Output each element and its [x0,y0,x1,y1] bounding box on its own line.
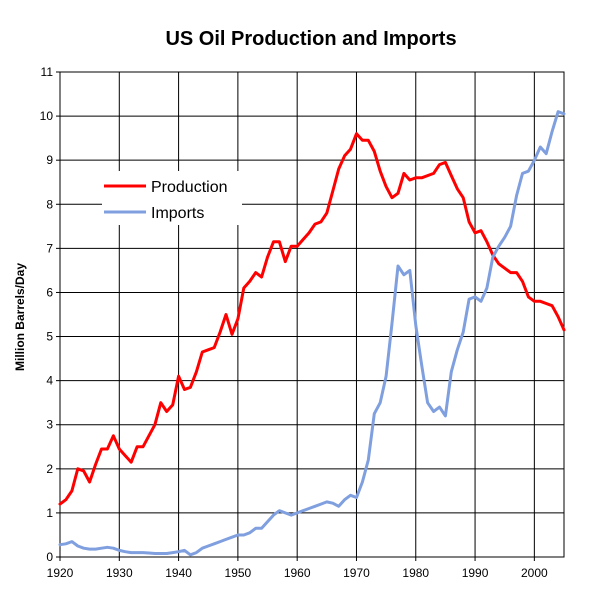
y-tick-label: 10 [40,109,54,123]
legend-label-production: Production [151,179,228,196]
y-tick-label: 7 [46,241,53,255]
x-tick-label: 1940 [165,566,192,580]
x-tick-label: 1920 [47,566,74,580]
series-line-production [58,132,566,506]
x-axis-ticks: 1920 1930 1940 1950 1960 1970 1980 1990 2000 [47,557,548,580]
plot-frame [59,71,565,558]
y-tick-label: 2 [46,462,53,476]
y-axis-ticks: 0 1 2 3 4 5 6 7 8 9 10 11 [40,65,60,564]
x-tick-label: 1980 [402,566,429,580]
y-tick-label: 1 [46,506,53,520]
grid-lines [59,71,564,558]
series-lines [58,110,566,557]
y-tick-label: 11 [41,65,54,79]
series-line-imports [58,110,566,557]
x-tick-label: 1970 [343,566,370,580]
legend: Production Imports [102,171,242,225]
x-tick-label: 1930 [106,566,133,580]
y-tick-label: 0 [46,550,53,564]
x-tick-label: 1990 [462,566,489,580]
x-tick-label: 1960 [284,566,311,580]
y-tick-label: 9 [46,153,53,167]
x-tick-label: 2000 [521,566,548,580]
legend-box [102,171,242,225]
y-tick-label: 8 [46,197,53,211]
legend-label-imports: Imports [151,205,204,222]
y-tick-label: 5 [46,330,53,344]
chart-title: US Oil Production and Imports [165,28,456,50]
x-tick-label: 1950 [225,566,252,580]
y-tick-label: 6 [46,285,53,299]
y-tick-label: 3 [46,418,53,432]
y-tick-label: 4 [46,374,53,388]
y-axis-label: Million Barrels/Day [13,263,27,371]
